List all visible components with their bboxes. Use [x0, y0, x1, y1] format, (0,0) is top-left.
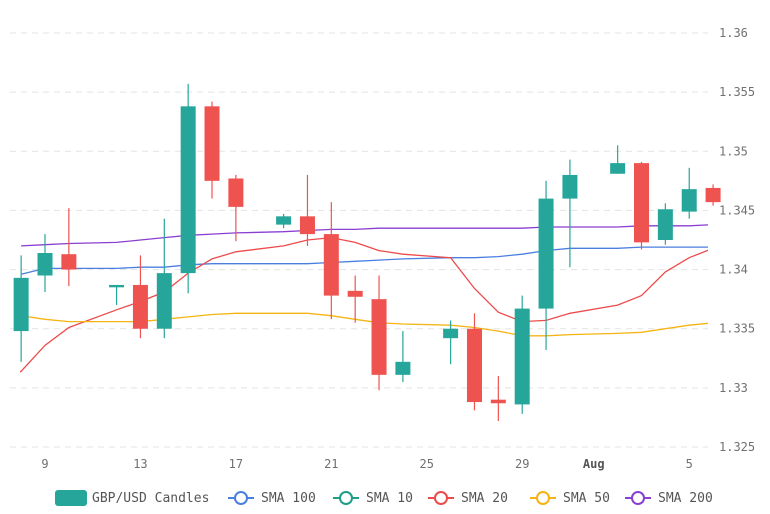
- candle-body: [323, 234, 339, 296]
- legend-marker: [631, 491, 645, 505]
- candle-body: [657, 209, 673, 240]
- candle-body: [109, 284, 125, 288]
- y-tick-label: 1.33: [719, 381, 748, 395]
- candle-body: [13, 277, 29, 332]
- x-tick-label: 5: [686, 457, 693, 471]
- sma-lines: [20, 224, 708, 373]
- candle-body: [156, 273, 172, 329]
- candle-body: [204, 106, 220, 181]
- candle-body: [299, 216, 315, 235]
- x-tick-label: Aug: [583, 457, 605, 471]
- legend-label: SMA 200: [658, 491, 713, 506]
- legend-item-sma-10[interactable]: SMA 10: [333, 491, 413, 506]
- candle-body: [562, 174, 578, 199]
- legend-item-sma-20[interactable]: SMA 20: [428, 491, 508, 506]
- candle-body: [180, 106, 196, 274]
- y-tick-label: 1.34: [719, 263, 748, 277]
- y-tick-label: 1.335: [719, 322, 755, 336]
- candle-body: [276, 216, 292, 225]
- x-tick-label: 21: [324, 457, 338, 471]
- candle-body: [37, 253, 53, 276]
- sma-20-line: [20, 236, 708, 373]
- candle-body: [610, 163, 626, 174]
- legend-marker: [434, 491, 448, 505]
- legend-marker: [234, 491, 248, 505]
- candle-body: [681, 189, 697, 212]
- candle-body: [634, 163, 649, 243]
- x-tick-label: 9: [41, 457, 48, 471]
- candle-body: [228, 178, 244, 207]
- x-tick-label: 25: [420, 457, 434, 471]
- y-tick-label: 1.355: [719, 85, 755, 99]
- x-axis: 9 13 17 21 25 29 Aug 5: [41, 457, 692, 471]
- legend-label: SMA 50: [563, 491, 610, 506]
- candle-body: [443, 328, 459, 339]
- candle-body: [395, 361, 411, 375]
- candle-body: [466, 328, 482, 403]
- candle-body: [132, 284, 148, 329]
- legend-label: GBP/USD Candles: [92, 491, 209, 506]
- candle-body: [371, 299, 387, 375]
- legend-marker: [339, 491, 353, 505]
- grid-lines: [10, 32, 708, 448]
- y-tick-label: 1.345: [719, 203, 755, 217]
- legend[interactable]: GBP/USD Candles SMA 100 SMA 10 SMA 20 SMA 50…: [55, 490, 713, 506]
- legend-item-gbp-usd-candles[interactable]: GBP/USD Candles: [55, 490, 209, 506]
- legend-label: SMA 100: [261, 491, 316, 506]
- legend-candle-swatch: [55, 490, 87, 506]
- sma-200-line: [21, 224, 708, 247]
- legend-label: SMA 20: [461, 491, 508, 506]
- legend-marker: [536, 491, 550, 505]
- candles: [13, 83, 721, 421]
- candle-body: [490, 399, 506, 404]
- x-tick-label: 13: [133, 457, 147, 471]
- y-tick-label: 1.325: [719, 440, 755, 454]
- y-tick-label: 1.36: [719, 26, 748, 40]
- legend-label: SMA 10: [366, 491, 413, 506]
- y-axis: 1.325 1.33 1.335 1.34 1.345 1.35 1.355 1.36: [719, 26, 755, 454]
- candle-body: [514, 308, 530, 405]
- candle-body: [538, 198, 554, 309]
- y-tick-label: 1.35: [719, 144, 748, 158]
- x-tick-label: 29: [515, 457, 529, 471]
- x-tick-label: 17: [229, 457, 243, 471]
- legend-item-sma-50[interactable]: SMA 50: [530, 491, 610, 506]
- legend-item-sma-200[interactable]: SMA 200: [625, 491, 713, 506]
- candle-body: [61, 254, 77, 270]
- candle-body: [705, 187, 721, 203]
- candle-body: [347, 290, 363, 297]
- sma-100-line: [20, 246, 708, 275]
- legend-item-sma-100[interactable]: SMA 100: [228, 491, 316, 506]
